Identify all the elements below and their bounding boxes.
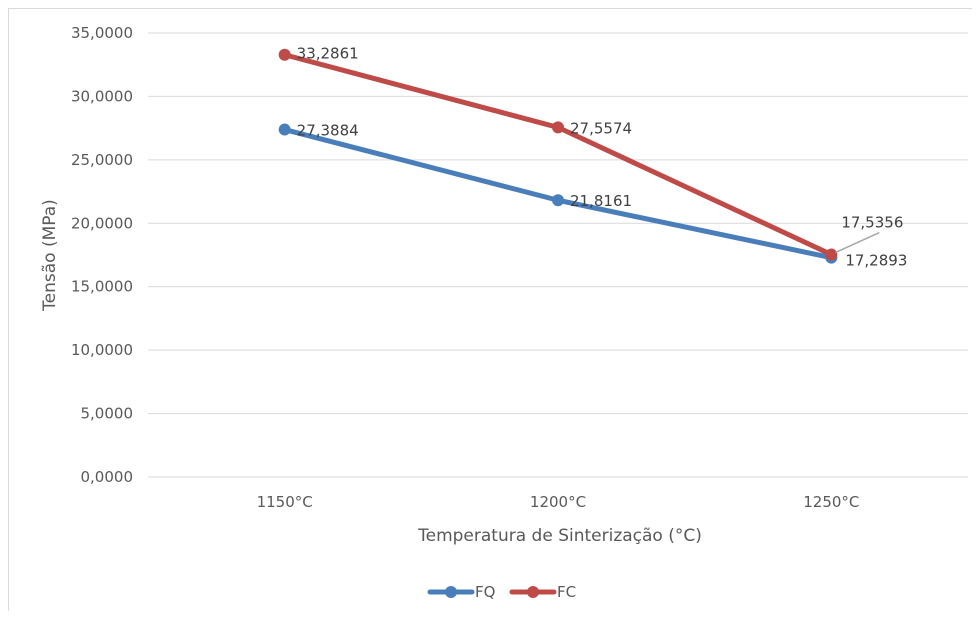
chart-frame (8, 8, 972, 611)
legend-label: FC (557, 583, 576, 601)
legend: FQ FC (427, 583, 576, 601)
y-tick-label: 5,0000 (81, 405, 134, 423)
data-point-fc (825, 248, 838, 261)
data-label: 27,5574 (570, 119, 632, 137)
gridlines (148, 32, 968, 478)
series-points (278, 48, 838, 264)
y-tick-label: 30,0000 (71, 87, 133, 105)
data-point-fq (278, 123, 291, 136)
y-tick-label: 35,0000 (71, 24, 133, 42)
data-label: 17,5356 (841, 214, 903, 232)
legend-swatch-marker (527, 586, 539, 598)
y-axis-ticks: 0,0000 5,0000 10,0000 15,0000 20,0000 25,0000… (71, 24, 133, 486)
x-axis-title: Temperatura de Sinterização (°C) (417, 526, 702, 546)
legend-swatch-marker (445, 586, 457, 598)
legend-label: FQ (475, 583, 495, 601)
data-point-fq (552, 194, 564, 207)
y-tick-label: 20,0000 (71, 214, 133, 232)
y-tick-label: 25,0000 (71, 151, 133, 169)
x-tick-label: 1200°C (530, 493, 586, 511)
y-tick-label: 15,0000 (71, 278, 133, 296)
y-tick-label: 0,0000 (81, 468, 134, 486)
data-point-fc (278, 48, 291, 61)
series-line-fq (282, 127, 834, 261)
x-tick-label: 1250°C (803, 493, 859, 511)
leader-line (835, 231, 880, 254)
x-axis-ticks: 1150°C 1200°C 1250°C (257, 493, 860, 511)
data-label: 33,2861 (297, 45, 359, 63)
data-label: 21,8161 (570, 192, 632, 210)
data-labels: 27,3884 21,8161 17,2893 33,2861 27,5574 17,53… (297, 45, 908, 270)
data-label: 27,3884 (297, 122, 359, 140)
data-label: 17,2893 (845, 252, 907, 270)
series-lines (282, 52, 834, 261)
y-tick-label: 10,0000 (71, 341, 133, 359)
x-tick-label: 1150°C (257, 493, 313, 511)
y-axis-title: Tensão (MPa) (40, 199, 60, 312)
series-line-fc (282, 52, 834, 258)
data-point-fc (552, 121, 564, 134)
